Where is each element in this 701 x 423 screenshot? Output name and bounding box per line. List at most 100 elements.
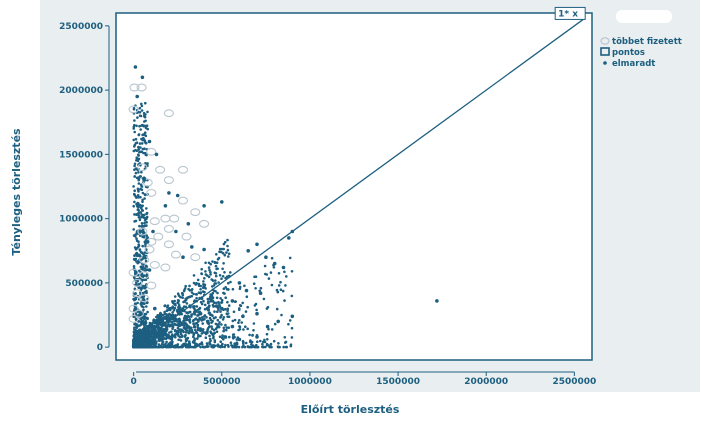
point-tobbet-fizetett [149, 260, 160, 269]
cloud-point [188, 289, 192, 292]
cloud-point [156, 345, 160, 349]
cloud-point [138, 218, 142, 222]
cloud-point [185, 329, 189, 332]
point-elmaradt [158, 322, 162, 326]
cloud-point [167, 323, 170, 326]
cloud-point [209, 270, 212, 274]
cloud-point [188, 329, 192, 333]
cloud-point [255, 308, 258, 312]
point-elmaradt [147, 139, 152, 144]
cloud-point [203, 345, 207, 349]
cloud-point [134, 339, 138, 342]
point-elmaradt [175, 329, 180, 334]
cloud-point [133, 322, 137, 326]
cloud-point [142, 323, 146, 327]
cloud-point [170, 345, 174, 349]
cloud-point [172, 323, 176, 327]
point-elmaradt [255, 242, 259, 247]
point-elmaradt [147, 268, 152, 272]
cloud-point [133, 287, 137, 291]
cloud-point [210, 325, 213, 328]
cloud-point [180, 321, 183, 325]
cloud-point [200, 316, 204, 319]
cloud-point [284, 340, 288, 344]
cloud-point [145, 224, 148, 227]
cloud-point [273, 322, 277, 326]
cloud-point [218, 274, 222, 277]
point-tobbet-fizetett [133, 309, 144, 318]
cloud-point [143, 213, 146, 217]
legend-header-blank [616, 10, 672, 23]
cloud-point [165, 340, 168, 344]
cloud-point [198, 306, 202, 310]
cloud-point [214, 264, 218, 268]
cloud-point [165, 345, 168, 349]
cloud-point [139, 114, 143, 118]
cloud-point [132, 228, 135, 231]
cloud-point [226, 312, 230, 315]
cloud-point [170, 337, 174, 341]
cloud-point [202, 318, 205, 321]
cloud-point [183, 335, 187, 338]
cloud-point [203, 283, 207, 287]
cloud-point [209, 293, 212, 296]
cloud-point [284, 345, 288, 349]
cloud-point [141, 287, 144, 290]
cloud-point [174, 323, 178, 327]
cloud-point [153, 345, 156, 349]
cloud-point [212, 345, 216, 349]
cloud-point [223, 240, 227, 244]
cloud-point [154, 319, 158, 322]
cloud-point [187, 315, 190, 318]
cloud-point [199, 345, 202, 349]
cloud-point [283, 299, 286, 302]
cloud-point [290, 336, 294, 339]
point-elmaradt [167, 342, 171, 347]
cloud-point [172, 344, 176, 348]
cloud-point [184, 305, 188, 309]
cloud-point [235, 345, 239, 348]
cloud-point [220, 323, 223, 326]
cloud-point [142, 114, 146, 118]
cloud-point [135, 325, 139, 328]
cloud-point [244, 325, 247, 329]
legend-label: pontos [612, 48, 645, 58]
cloud-point [185, 311, 189, 315]
cloud-point [135, 341, 138, 344]
cloud-point [262, 297, 266, 301]
cloud-point [157, 343, 161, 346]
cloud-point [184, 297, 187, 301]
cloud-point [160, 328, 164, 331]
cloud-point [229, 280, 232, 284]
point-tobbet-fizetett [181, 232, 192, 241]
point-elmaradt [265, 324, 270, 329]
cloud-point [149, 345, 153, 349]
cloud-point [157, 331, 160, 335]
cloud-point [152, 319, 156, 322]
cloud-point [132, 138, 135, 142]
cloud-point [191, 319, 195, 323]
point-elmaradt [287, 236, 291, 240]
y-tick-label: 500000 [65, 279, 103, 289]
cloud-point [226, 315, 229, 318]
cloud-point [206, 297, 210, 301]
cloud-point [218, 321, 221, 324]
cloud-point [246, 327, 249, 331]
cloud-point [133, 334, 137, 338]
cloud-point [200, 267, 203, 271]
cloud-point [168, 306, 172, 310]
cloud-point [133, 123, 136, 127]
cloud-point [133, 189, 136, 192]
cloud-point [188, 310, 192, 314]
cloud-point [244, 310, 248, 313]
cloud-point [220, 247, 224, 251]
cloud-point [222, 262, 225, 265]
cloud-point [276, 290, 280, 294]
cloud-point [209, 339, 212, 343]
cloud-point [194, 343, 198, 347]
cloud-point [142, 308, 145, 312]
cloud-point [146, 345, 149, 348]
cloud-point [139, 335, 143, 339]
cloud-point [143, 251, 147, 254]
cloud-point [178, 335, 182, 339]
